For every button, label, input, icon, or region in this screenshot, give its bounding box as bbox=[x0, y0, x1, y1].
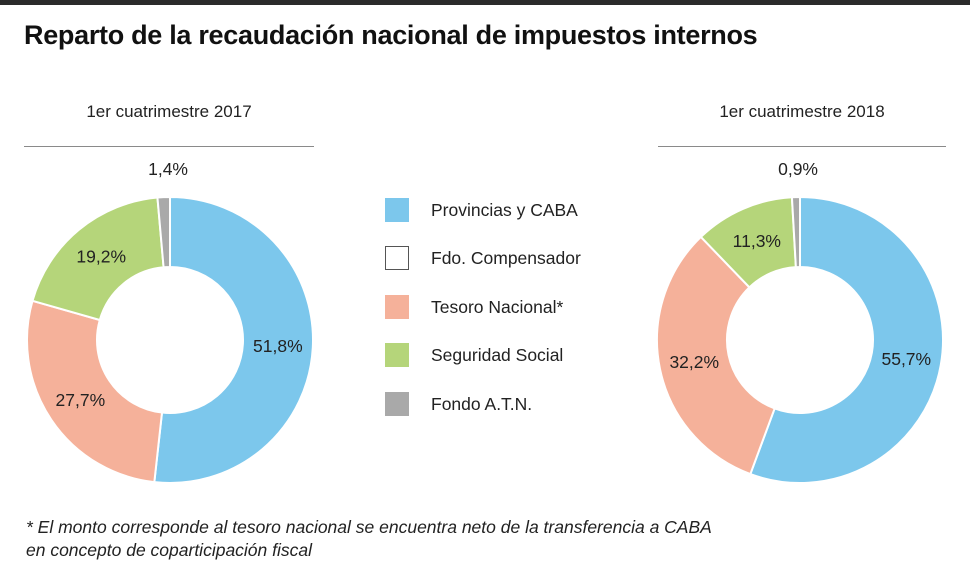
period-rule-2017 bbox=[24, 146, 314, 147]
donut-chart-2018: 55,7% 32,2% 11,3% 0,9% bbox=[656, 160, 944, 484]
donut-slice-fondo-2018 bbox=[790, 195, 801, 269]
slice-label-provincias-2017: 51,8% bbox=[253, 336, 303, 356]
legend-swatch-tesoro bbox=[385, 295, 409, 319]
slice-label-seguridad-2017: 19,2% bbox=[76, 247, 126, 267]
donut-chart-2017: 51,8% 27,7% 19,2% 1,4% bbox=[26, 160, 314, 484]
legend-label-provincias: Provincias y CABA bbox=[431, 200, 578, 220]
chart-title: Reparto de la recaudación nacional de im… bbox=[24, 20, 758, 50]
legend-label-atn: Fondo A.T.N. bbox=[431, 394, 533, 414]
donut-slice-seguridad-2017 bbox=[31, 196, 165, 322]
slice-label-fondo-2018: 0,9% bbox=[778, 160, 818, 179]
donut-slice-provincias-2017 bbox=[153, 195, 314, 484]
slice-label-tesoro-2018: 32,2% bbox=[669, 352, 719, 372]
legend-label-compensador: Fdo. Compensador bbox=[431, 248, 581, 268]
slice-label-provincias-2018: 55,7% bbox=[881, 349, 931, 369]
period-label-2018: 1er cuatrimestre 2018 bbox=[719, 102, 885, 121]
donut-slice-tesoro-2018 bbox=[656, 235, 776, 476]
legend-label-tesoro: Tesoro Nacional* bbox=[431, 297, 564, 317]
slice-label-seguridad-2018: 11,3% bbox=[733, 231, 781, 251]
slice-label-fondo-2017: 1,4% bbox=[148, 160, 188, 179]
legend-swatch-compensador bbox=[385, 246, 409, 270]
period-rule-2018 bbox=[658, 146, 946, 147]
slice-label-tesoro-2017: 27,7% bbox=[56, 390, 106, 410]
footnote: * El monto corresponde al tesoro naciona… bbox=[26, 517, 712, 537]
top-bar bbox=[0, 0, 970, 5]
legend-swatch-atn bbox=[385, 392, 409, 416]
period-label-2017: 1er cuatrimestre 2017 bbox=[86, 102, 252, 121]
legend-swatch-provincias bbox=[385, 198, 409, 222]
legend-label-seguridad: Seguridad Social bbox=[431, 345, 564, 365]
donut-slice-tesoro-2017 bbox=[26, 299, 164, 484]
donut-slice-fondo-2017 bbox=[156, 195, 171, 269]
legend-swatch-seguridad bbox=[385, 343, 409, 367]
footnote-continuation: en concepto de coparticipación fiscal bbox=[26, 540, 313, 560]
donut-slice-provincias-2018 bbox=[749, 195, 944, 484]
